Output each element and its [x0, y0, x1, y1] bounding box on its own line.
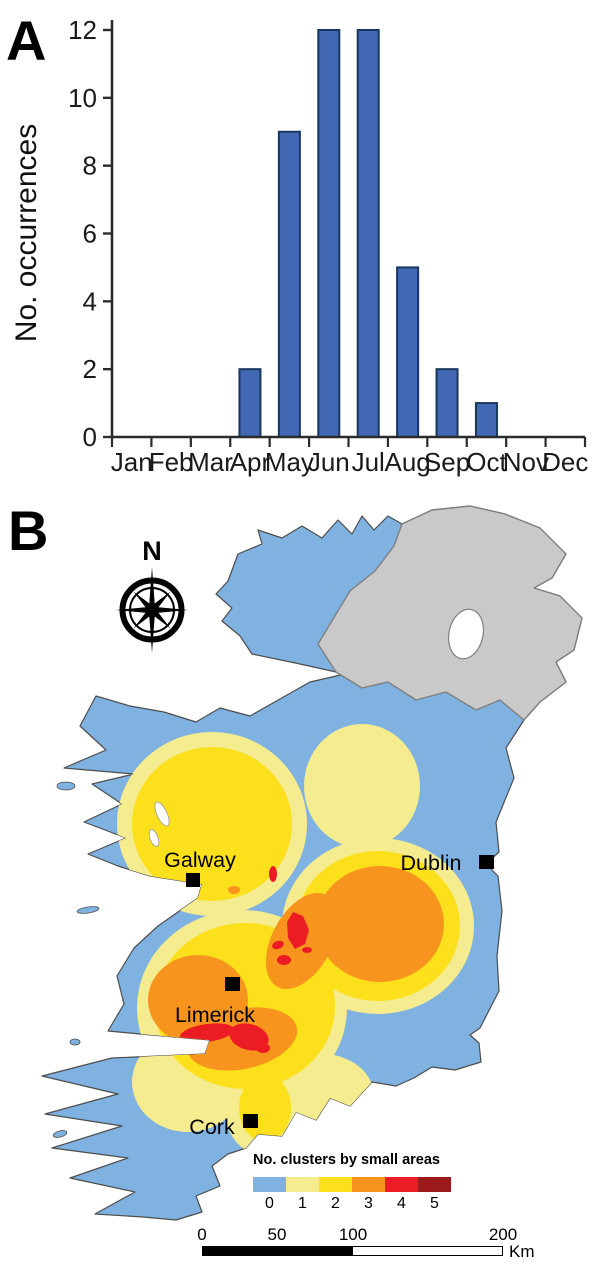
compass-rose: N [116, 536, 188, 653]
legend-swatch-1 [286, 1177, 319, 1192]
map-legend-values: 0 1 2 3 4 5 [253, 1195, 451, 1213]
x-tick-label-Oct: Oct [466, 447, 507, 477]
bar-May [277, 130, 301, 438]
scale-unit: Km [509, 1242, 535, 1261]
x-tick-label-Apr: Apr [230, 447, 271, 477]
legend-swatch-0 [253, 1177, 286, 1192]
bar-Sep [435, 368, 459, 438]
x-tick-label-Mar: Mar [188, 447, 233, 477]
scale-bar [202, 1246, 503, 1256]
y-tick-label: 2 [83, 354, 97, 384]
limerick-marker [225, 977, 240, 991]
x-tick-label-Dec: Dec [542, 447, 588, 477]
map-legend-swatches [253, 1177, 451, 1192]
x-tick-label-Sep: Sep [424, 447, 470, 477]
x-tick-label-Jul: Jul [352, 447, 385, 477]
ireland-cluster-map: N Galway Dublin Limerick Cork B [0, 486, 600, 1276]
y-tick-label: 12 [68, 15, 97, 45]
cluster-4-limerick-blob [229, 1023, 269, 1051]
cluster-3-speck [228, 886, 240, 894]
panel-b-map: N Galway Dublin Limerick Cork B No. clus… [0, 486, 600, 1276]
panel-a-label: A [6, 9, 46, 72]
x-tick-label-Jun: Jun [308, 447, 350, 477]
legend-value-0: 0 [265, 1195, 274, 1212]
cluster-2-northwest [132, 747, 292, 901]
legend-value-4: 4 [397, 1195, 406, 1212]
cluster-4-speck-c [302, 947, 312, 953]
bar-Aug [396, 266, 420, 438]
cluster-4-speck-a [272, 940, 284, 950]
compass-star [116, 567, 188, 653]
bar-Oct [474, 402, 498, 439]
scale-label-200: 200 [488, 1225, 518, 1244]
legend-swatch-5 [418, 1177, 451, 1192]
scale-label-50: 50 [267, 1225, 287, 1244]
cluster-2-cork [239, 1074, 291, 1142]
cluster-1-northeast [304, 724, 420, 848]
galway-label: Galway [164, 848, 236, 872]
y-axis-title: No. occurrences [10, 124, 43, 342]
legend-swatch-3 [352, 1177, 385, 1192]
y-tick-label: 10 [68, 83, 97, 113]
y-tick-label: 8 [83, 151, 97, 181]
panel-b-label: B [8, 499, 48, 562]
galway-marker [186, 873, 200, 887]
legend-swatch-4 [385, 1177, 418, 1192]
legend-value-3: 3 [364, 1195, 373, 1212]
cluster-3-east [316, 866, 444, 982]
y-tick-label: 4 [83, 286, 97, 316]
dublin-label: Dublin [401, 851, 462, 875]
city-annotations: Galway Dublin Limerick Cork [164, 848, 494, 1139]
cork-marker [243, 1114, 258, 1128]
cluster-4-speck-b [277, 955, 291, 965]
dublin-marker [479, 855, 494, 869]
scale-bar-black-segment [203, 1247, 353, 1255]
lough-neagh-lake [447, 608, 485, 660]
cluster-4-speck-d [269, 866, 277, 882]
x-tick-label-Feb: Feb [149, 447, 194, 477]
bar-Apr [238, 368, 262, 438]
bar-Jul [356, 29, 380, 438]
compass-north-label: N [142, 536, 162, 566]
cluster-4-central [287, 912, 309, 949]
offshore-islands [52, 781, 100, 1138]
y-tick-label: 6 [83, 219, 97, 249]
legend-swatch-2 [319, 1177, 352, 1192]
cluster-4-limerick-band [180, 1023, 234, 1043]
scale-label-100: 100 [338, 1225, 368, 1244]
legend-value-5: 5 [430, 1195, 439, 1212]
x-tick-label-May: May [265, 447, 314, 477]
scale-bar-white-segment [352, 1247, 502, 1255]
x-tick-label-Jan: Jan [111, 447, 153, 477]
legend-value-2: 2 [331, 1195, 340, 1212]
x-tick-label-Aug: Aug [384, 447, 430, 477]
legend-value-1: 1 [298, 1195, 307, 1212]
northern-ireland-region [317, 505, 583, 721]
x-tick-label-Nov: Nov [503, 447, 549, 477]
bar-Jun [317, 29, 341, 438]
panel-a-bar-chart: 0 2 4 6 8 10 12 Jan Feb Mar Apr May Jun Jul Aug Sep Oct N… [0, 0, 600, 486]
limerick-label: Limerick [175, 1003, 255, 1027]
y-tick-label: 0 [83, 422, 97, 452]
western-lakes [148, 801, 170, 847]
cork-label: Cork [189, 1115, 235, 1139]
scale-label-0: 0 [197, 1225, 207, 1244]
map-legend-title: No. clusters by small areas [253, 1152, 440, 1168]
cluster-4-limerick-tail [256, 1043, 270, 1053]
